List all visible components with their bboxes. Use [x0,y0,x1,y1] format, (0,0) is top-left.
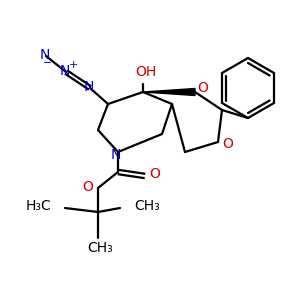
Text: O: O [82,180,93,194]
Text: O: O [198,81,208,95]
Text: +: + [68,60,78,70]
Text: H₃C: H₃C [25,199,51,213]
Text: CH₃: CH₃ [87,241,113,255]
Text: N: N [40,48,50,62]
Text: −: − [43,58,53,68]
Polygon shape [143,88,195,95]
Text: N: N [60,64,70,78]
Text: O: O [150,167,160,181]
Text: OH: OH [135,65,157,79]
Text: N: N [84,80,94,94]
Text: O: O [223,137,233,151]
Text: N: N [111,148,121,162]
Text: CH₃: CH₃ [134,199,160,213]
